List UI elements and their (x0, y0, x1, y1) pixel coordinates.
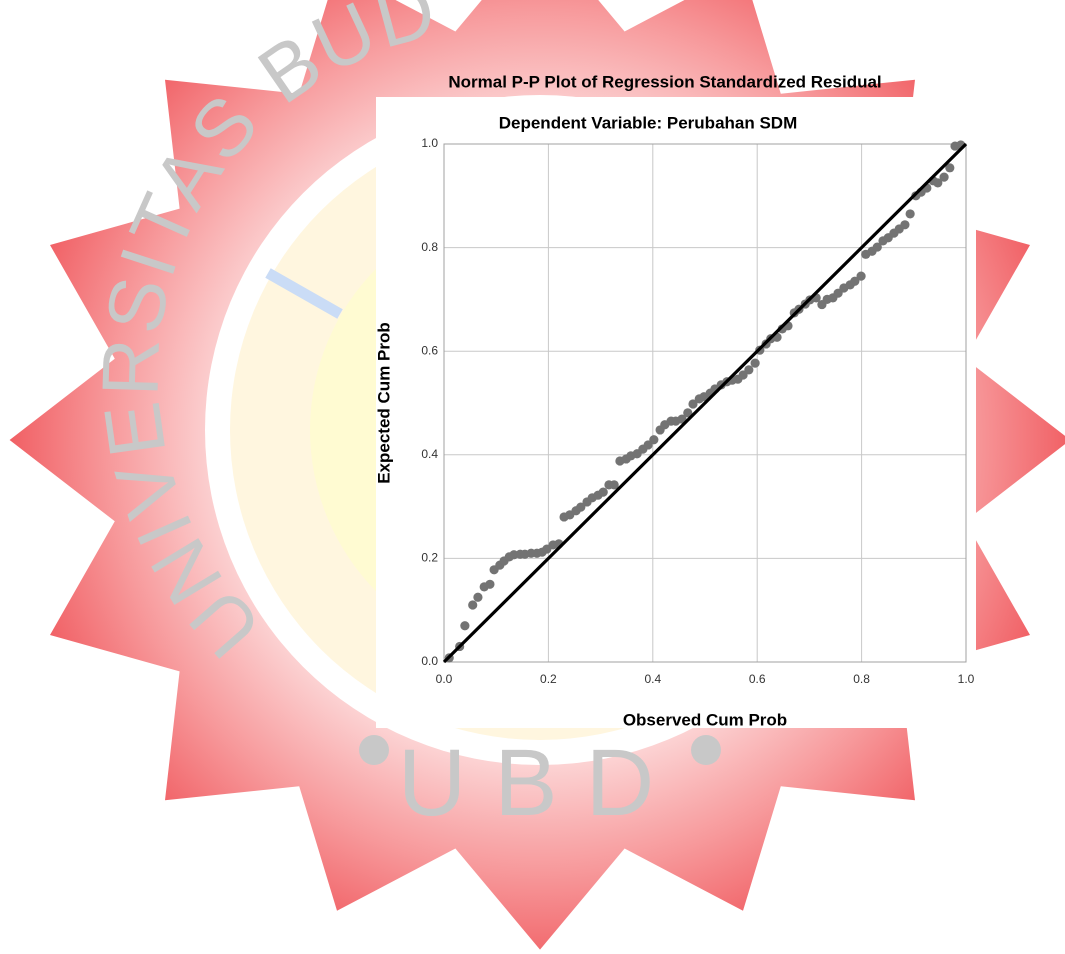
point (933, 178, 943, 188)
chart-subtitle: Dependent Variable: Perubahan SDM (499, 113, 798, 132)
plot: 0.0 0.2 0.4 0.6 0.8 1.0 0.0 0.2 0.4 0.6 0.8 1.0 (421, 136, 974, 686)
point (905, 209, 915, 219)
y-tick-label: 0.0 (421, 654, 438, 668)
x-axis-label: Observed Cum Prob (623, 710, 787, 729)
point (460, 621, 470, 631)
y-tick-label: 0.6 (421, 343, 438, 357)
watermark-bottom-text: UBD (398, 730, 683, 836)
watermark-dot (691, 735, 721, 765)
point (945, 163, 955, 173)
point (576, 502, 586, 512)
x-tick-label: 0.4 (644, 672, 661, 686)
point (649, 435, 659, 445)
point (850, 276, 860, 286)
point (598, 487, 608, 497)
point (609, 480, 619, 490)
point (856, 271, 866, 281)
point (900, 220, 910, 230)
point (485, 579, 495, 589)
point (750, 358, 760, 368)
y-axis-label: Expected Cum Prob (374, 322, 393, 484)
watermark-stripe (265, 268, 343, 319)
reference-line (442, 142, 968, 664)
point (744, 365, 754, 375)
point (939, 172, 949, 182)
y-tick-label: 0.8 (421, 240, 438, 254)
chart-background (376, 97, 976, 728)
chart-title: Normal P-P Plot of Regression Standardiz… (448, 72, 881, 91)
point (683, 408, 693, 418)
y-tick-label: 1.0 (421, 136, 438, 150)
watermark-dot (359, 735, 389, 765)
x-tick-label: 0.8 (853, 672, 870, 686)
y-tick-label: 0.4 (421, 447, 438, 461)
x-tick-label: 0.0 (436, 672, 453, 686)
point (468, 600, 478, 610)
y-tick-label: 0.2 (421, 551, 438, 565)
x-tick-label: 1.0 (958, 672, 975, 686)
point (688, 399, 698, 409)
point (473, 592, 483, 602)
point (872, 242, 882, 252)
x-tick-label: 0.6 (749, 672, 766, 686)
x-tick-label: 0.2 (540, 672, 557, 686)
plot-frame (443, 143, 967, 663)
